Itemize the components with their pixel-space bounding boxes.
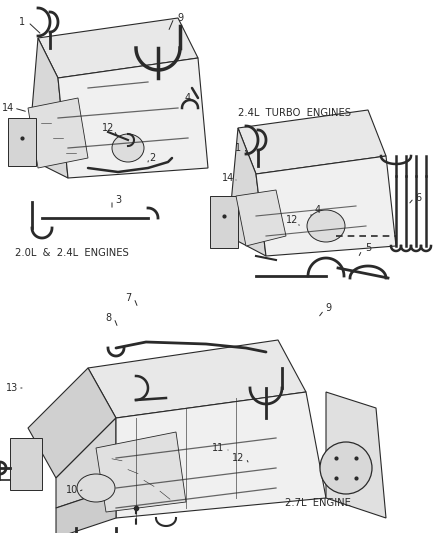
Text: 10: 10 [66,485,78,495]
Ellipse shape [307,210,345,242]
Polygon shape [236,190,286,246]
Polygon shape [96,432,186,512]
Text: 4: 4 [315,205,321,215]
Text: 14: 14 [222,173,234,183]
Polygon shape [256,156,396,256]
FancyBboxPatch shape [10,438,42,490]
Text: 9: 9 [325,303,331,313]
Text: 14: 14 [2,103,14,113]
Text: 12: 12 [232,453,244,463]
Text: 1: 1 [235,143,241,153]
Text: 2.7L  ENGINE: 2.7L ENGINE [285,498,351,508]
Text: 12: 12 [102,123,114,133]
Polygon shape [56,418,116,508]
Ellipse shape [112,134,144,162]
Polygon shape [326,392,386,518]
Polygon shape [56,488,116,533]
Text: 3: 3 [115,195,121,205]
Text: 1: 1 [19,17,25,27]
Text: 12: 12 [286,215,298,225]
Polygon shape [28,98,88,168]
Text: 5: 5 [365,243,371,253]
Text: 2: 2 [149,153,155,163]
Text: 9: 9 [177,13,183,23]
Polygon shape [238,110,386,174]
Text: 4: 4 [185,93,191,103]
Text: 2.4L  TURBO  ENGINES: 2.4L TURBO ENGINES [238,108,351,118]
Text: 11: 11 [212,443,224,453]
Ellipse shape [320,442,372,494]
Polygon shape [116,392,326,518]
Text: 2.0L  &  2.4L  ENGINES: 2.0L & 2.4L ENGINES [15,248,129,258]
Polygon shape [58,58,208,178]
Text: 6: 6 [415,193,421,203]
Polygon shape [28,368,116,478]
Text: 13: 13 [6,383,18,393]
FancyBboxPatch shape [210,196,238,248]
Text: 8: 8 [105,313,111,323]
Polygon shape [228,128,266,256]
Ellipse shape [77,474,115,502]
Polygon shape [28,38,68,178]
FancyBboxPatch shape [8,118,36,166]
Polygon shape [88,340,306,418]
Text: 7: 7 [125,293,131,303]
Polygon shape [38,18,198,78]
